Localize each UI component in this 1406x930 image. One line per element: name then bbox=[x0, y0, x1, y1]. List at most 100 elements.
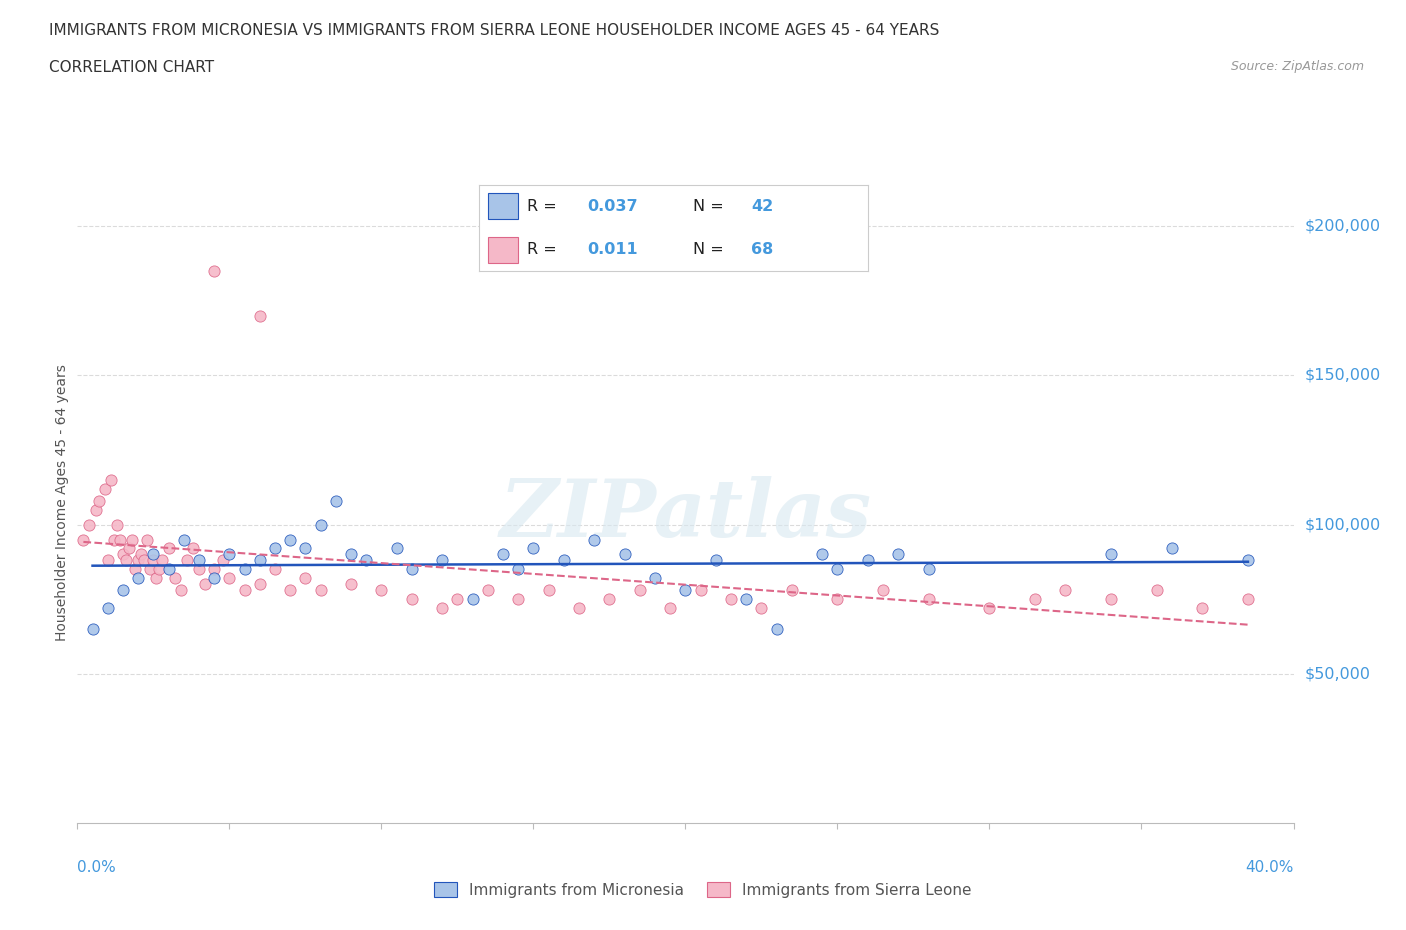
Point bbox=[522, 541, 544, 556]
Point bbox=[508, 591, 530, 606]
Point bbox=[115, 553, 138, 568]
Point bbox=[145, 571, 167, 586]
Point bbox=[108, 532, 131, 547]
Point bbox=[918, 562, 941, 577]
Text: IMMIGRANTS FROM MICRONESIA VS IMMIGRANTS FROM SIERRA LEONE HOUSEHOLDER INCOME AG: IMMIGRANTS FROM MICRONESIA VS IMMIGRANTS… bbox=[49, 23, 939, 38]
Point bbox=[598, 591, 620, 606]
Point bbox=[568, 601, 591, 616]
Point bbox=[163, 571, 186, 586]
Point bbox=[249, 308, 271, 323]
Point bbox=[188, 562, 211, 577]
Point bbox=[79, 517, 101, 532]
Point bbox=[111, 547, 134, 562]
Point bbox=[136, 532, 159, 547]
Point bbox=[765, 621, 787, 636]
Point bbox=[181, 541, 204, 556]
Point bbox=[100, 472, 122, 487]
Point bbox=[157, 562, 180, 577]
Point bbox=[148, 562, 170, 577]
Point bbox=[1237, 591, 1260, 606]
Point bbox=[127, 553, 149, 568]
Point bbox=[827, 562, 849, 577]
Point bbox=[872, 583, 894, 598]
Point bbox=[675, 583, 697, 598]
Point bbox=[157, 541, 180, 556]
Point bbox=[1099, 547, 1122, 562]
Point bbox=[780, 583, 803, 598]
Point bbox=[446, 591, 468, 606]
Point bbox=[202, 263, 225, 278]
Point bbox=[751, 601, 773, 616]
Point bbox=[294, 571, 316, 586]
Text: $150,000: $150,000 bbox=[1305, 368, 1381, 383]
Point bbox=[370, 583, 392, 598]
Point bbox=[111, 583, 134, 598]
Point bbox=[1024, 591, 1046, 606]
Point bbox=[142, 547, 165, 562]
Point bbox=[233, 583, 256, 598]
Text: ZIPatlas: ZIPatlas bbox=[499, 476, 872, 553]
Point bbox=[508, 562, 530, 577]
Point bbox=[827, 591, 849, 606]
Point bbox=[97, 601, 120, 616]
Point bbox=[218, 571, 240, 586]
Text: CORRELATION CHART: CORRELATION CHART bbox=[49, 60, 214, 75]
Point bbox=[212, 553, 235, 568]
Point bbox=[704, 553, 727, 568]
Point bbox=[979, 601, 1001, 616]
Point bbox=[385, 541, 408, 556]
Point bbox=[139, 562, 162, 577]
Point bbox=[129, 547, 152, 562]
Text: $100,000: $100,000 bbox=[1305, 517, 1381, 532]
Point bbox=[194, 577, 217, 591]
Point bbox=[689, 583, 711, 598]
Point bbox=[887, 547, 910, 562]
Point bbox=[103, 532, 125, 547]
Text: 0.0%: 0.0% bbox=[77, 860, 117, 875]
Point bbox=[918, 591, 941, 606]
Point bbox=[173, 532, 195, 547]
Point bbox=[264, 562, 287, 577]
Point bbox=[1099, 591, 1122, 606]
Point bbox=[720, 591, 742, 606]
Point bbox=[644, 571, 666, 586]
Text: $50,000: $50,000 bbox=[1305, 666, 1371, 682]
Point bbox=[97, 553, 120, 568]
Point bbox=[659, 601, 682, 616]
Point bbox=[142, 553, 165, 568]
Point bbox=[127, 571, 149, 586]
Point bbox=[1146, 583, 1168, 598]
Point bbox=[325, 493, 347, 508]
Point bbox=[170, 583, 193, 598]
Point bbox=[461, 591, 484, 606]
Point bbox=[613, 547, 636, 562]
Point bbox=[430, 601, 453, 616]
Point bbox=[553, 553, 575, 568]
Point bbox=[340, 577, 363, 591]
Point bbox=[309, 517, 332, 532]
Point bbox=[176, 553, 198, 568]
Legend: Immigrants from Micronesia, Immigrants from Sierra Leone: Immigrants from Micronesia, Immigrants f… bbox=[427, 875, 979, 904]
Point bbox=[218, 547, 240, 562]
Point bbox=[294, 541, 316, 556]
Point bbox=[118, 541, 141, 556]
Point bbox=[87, 493, 110, 508]
Point bbox=[82, 621, 104, 636]
Point bbox=[249, 577, 271, 591]
Y-axis label: Householder Income Ages 45 - 64 years: Householder Income Ages 45 - 64 years bbox=[55, 364, 69, 641]
Text: Source: ZipAtlas.com: Source: ZipAtlas.com bbox=[1230, 60, 1364, 73]
Point bbox=[1191, 601, 1213, 616]
Point bbox=[354, 553, 377, 568]
Point bbox=[583, 532, 606, 547]
Point bbox=[134, 553, 156, 568]
Point bbox=[72, 532, 94, 547]
Point bbox=[735, 591, 758, 606]
Text: $200,000: $200,000 bbox=[1305, 219, 1381, 233]
Point bbox=[430, 553, 453, 568]
Point bbox=[152, 553, 174, 568]
Point bbox=[811, 547, 834, 562]
Point bbox=[278, 532, 301, 547]
Point bbox=[202, 571, 225, 586]
Point bbox=[264, 541, 287, 556]
Point bbox=[340, 547, 363, 562]
